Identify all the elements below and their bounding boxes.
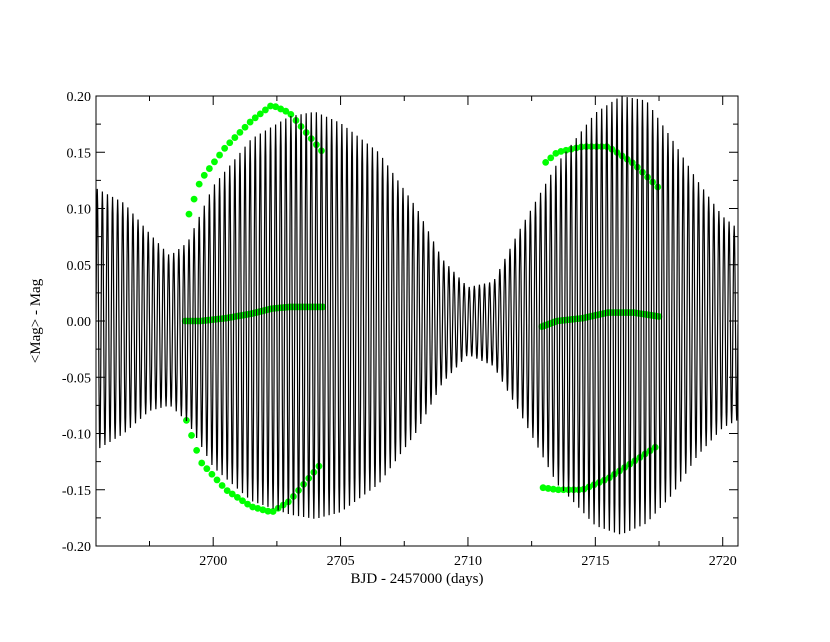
observed-point — [251, 114, 259, 122]
y-axis: -0.20 -0.15 -0.10 -0.05 0.00 0.05 0.10 0.15 0.20 — [62, 90, 738, 555]
observed-point — [547, 154, 555, 162]
observed-point — [633, 163, 641, 171]
observed-point — [649, 178, 657, 186]
observed-point — [233, 493, 241, 501]
y-tick-label: -0.20 — [62, 540, 91, 555]
x-tick-label: 2700 — [199, 554, 227, 569]
y-tick-label: -0.15 — [62, 484, 91, 499]
observed-point — [216, 151, 223, 159]
y-tick-label: 0.05 — [67, 259, 92, 274]
observed-point — [190, 195, 198, 203]
observed-point — [554, 486, 562, 494]
y-tick-label: -0.05 — [62, 371, 91, 386]
observed-point — [221, 144, 229, 152]
observed-point — [226, 139, 234, 147]
observed-point — [631, 457, 639, 465]
observed-point — [621, 464, 629, 471]
observed-point — [264, 507, 272, 515]
observed-point — [208, 470, 216, 478]
observed-point — [542, 158, 550, 166]
x-tick-label: 2720 — [709, 554, 737, 569]
observed-point — [218, 482, 226, 489]
observed-point — [646, 447, 654, 455]
observed-point — [626, 460, 634, 468]
model-line — [96, 96, 738, 535]
observed-point — [544, 485, 552, 492]
observed-point — [254, 504, 262, 512]
observed-point — [223, 487, 231, 494]
y-tick-label: 0.00 — [67, 315, 92, 330]
model-line-layer — [96, 96, 738, 535]
observed-point — [193, 446, 201, 454]
observed-point — [562, 146, 570, 154]
observed-point — [262, 106, 269, 114]
observed-point — [287, 110, 295, 118]
observed-point — [185, 210, 193, 218]
observed-point — [552, 149, 560, 157]
observed-point — [241, 123, 249, 131]
y-axis-label: <Mag> - Mag — [28, 278, 44, 363]
observed-point — [244, 500, 251, 508]
x-tick-label: 2705 — [327, 554, 355, 569]
observed-point — [636, 454, 644, 461]
observed-point — [256, 110, 264, 118]
observed-point — [211, 158, 218, 166]
x-axis-label: BJD - 2457000 (days) — [351, 571, 484, 587]
observed-point — [231, 134, 239, 141]
observed-point — [644, 173, 651, 181]
observed-point — [277, 105, 285, 113]
observed-point — [557, 148, 565, 155]
y-tick-label: 0.15 — [67, 146, 92, 161]
observed-point — [236, 128, 244, 136]
observed-point — [267, 102, 274, 110]
observed-point — [641, 450, 649, 458]
observed-point — [654, 183, 662, 191]
y-tick-label: -0.10 — [62, 428, 91, 443]
observed-point — [269, 508, 277, 515]
x-tick-label: 2715 — [581, 554, 609, 569]
y-tick-label: 0.10 — [67, 203, 92, 218]
observed-point — [259, 506, 267, 514]
observed-point — [628, 159, 636, 167]
observed-point — [282, 107, 290, 115]
x-axis: 2700 2705 2710 2715 2720 — [149, 96, 737, 569]
observed-point — [549, 485, 557, 493]
observed-point — [639, 168, 646, 176]
observed-point — [651, 443, 659, 451]
observed-point — [200, 171, 208, 179]
observed-point — [203, 465, 211, 473]
observed-point — [195, 180, 203, 188]
observed-point — [239, 497, 246, 505]
observed-segment — [538, 143, 663, 494]
x-tick-label: 2710 — [454, 554, 482, 569]
observed-point — [228, 490, 236, 498]
observed-point — [213, 476, 221, 484]
observed-point — [198, 459, 206, 467]
observed-point — [205, 165, 213, 172]
observed-point — [246, 118, 254, 126]
observed-point — [188, 431, 195, 439]
y-tick-label: 0.20 — [67, 90, 92, 105]
observed-point — [272, 103, 280, 111]
observed-point — [539, 484, 547, 492]
observed-point — [249, 503, 257, 511]
